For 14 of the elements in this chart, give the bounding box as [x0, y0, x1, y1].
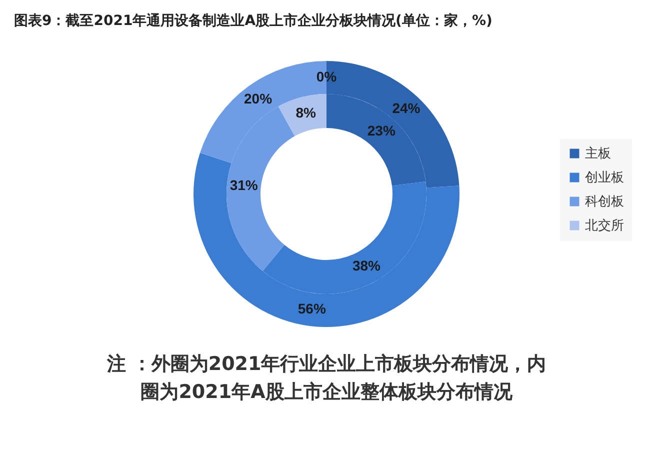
data-label: 31%	[230, 177, 258, 194]
legend-label: 科创板	[585, 194, 624, 208]
legend-label: 创业板	[585, 170, 624, 184]
text: 0%	[316, 68, 337, 84]
data-label: 23%	[367, 122, 396, 139]
text: 注 ：外圈为2021年行业企业上市板块分布情况，内圈为2021年A股上市企业整体板块分布情况	[106, 352, 548, 405]
data-label: 8%	[296, 104, 317, 121]
legend-label: 北交所	[585, 218, 624, 232]
legend-label: 主板	[585, 146, 611, 160]
data-label: 56%	[298, 300, 326, 317]
data-label: 24%	[392, 100, 421, 116]
data-label: 20%	[244, 90, 273, 107]
chart-title: 图表9：截至2021年通用设备制造业A股上市企业分板块情况(单位：家，%)	[13, 12, 494, 31]
data-label: 38%	[352, 258, 382, 274]
